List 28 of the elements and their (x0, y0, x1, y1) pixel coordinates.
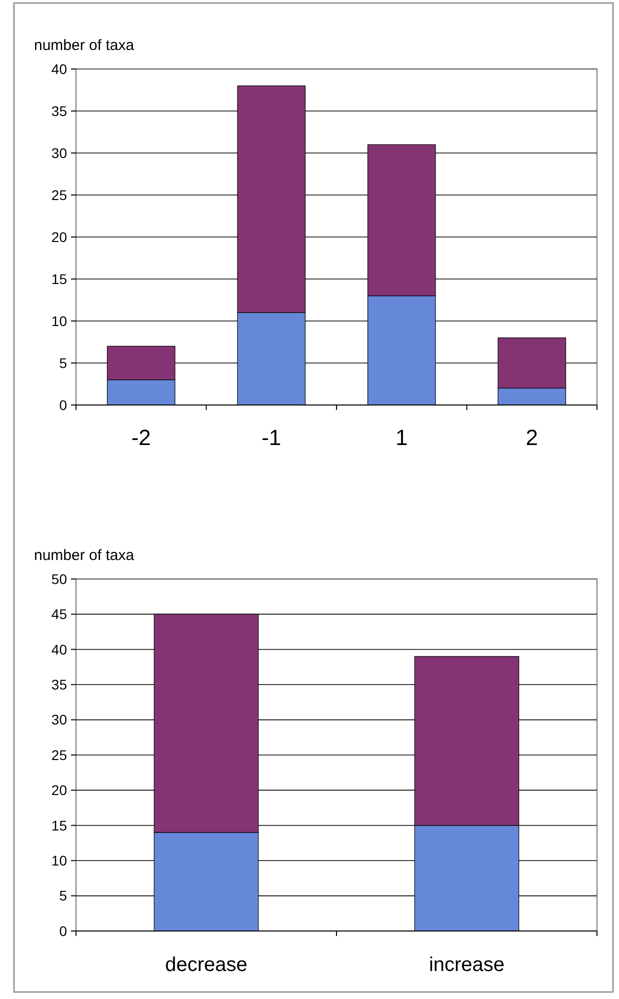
x-tick-label: increase (428, 954, 505, 976)
y-tick-label: 5 (59, 354, 68, 371)
y-tick-label: 20 (51, 782, 68, 798)
x-tick-label: decrease (165, 954, 248, 976)
y-axis-title: number of taxa (34, 37, 135, 54)
x-tick-label: -2 (131, 425, 151, 450)
y-tick-label: 20 (51, 228, 68, 245)
y-tick-label: 35 (51, 102, 68, 119)
y-tick-label: 40 (51, 641, 68, 658)
y-tick-label: 5 (59, 888, 68, 904)
x-tick-label: -1 (262, 425, 282, 450)
y-tick-label: 10 (51, 312, 68, 329)
y-tick-label: 10 (51, 852, 68, 868)
y-tick-label: 0 (59, 922, 68, 939)
x-tick-label: 2 (526, 425, 538, 450)
y-tick-label: 15 (51, 817, 68, 834)
y-tick-label: 50 (51, 570, 68, 587)
y-tick-label: 25 (51, 186, 68, 203)
y-axis-title: number of taxa (34, 547, 135, 564)
y-tick-label: 30 (51, 712, 68, 728)
y-tick-label: 0 (59, 396, 68, 413)
y-tick-label: 30 (51, 144, 68, 161)
x-tick-label: 1 (396, 425, 408, 450)
y-tick-label: 25 (51, 746, 68, 763)
y-tick-label: 15 (51, 270, 68, 287)
y-tick-label: 45 (51, 606, 68, 622)
y-tick-label: 40 (51, 60, 68, 77)
y-tick-label: 35 (51, 676, 68, 692)
